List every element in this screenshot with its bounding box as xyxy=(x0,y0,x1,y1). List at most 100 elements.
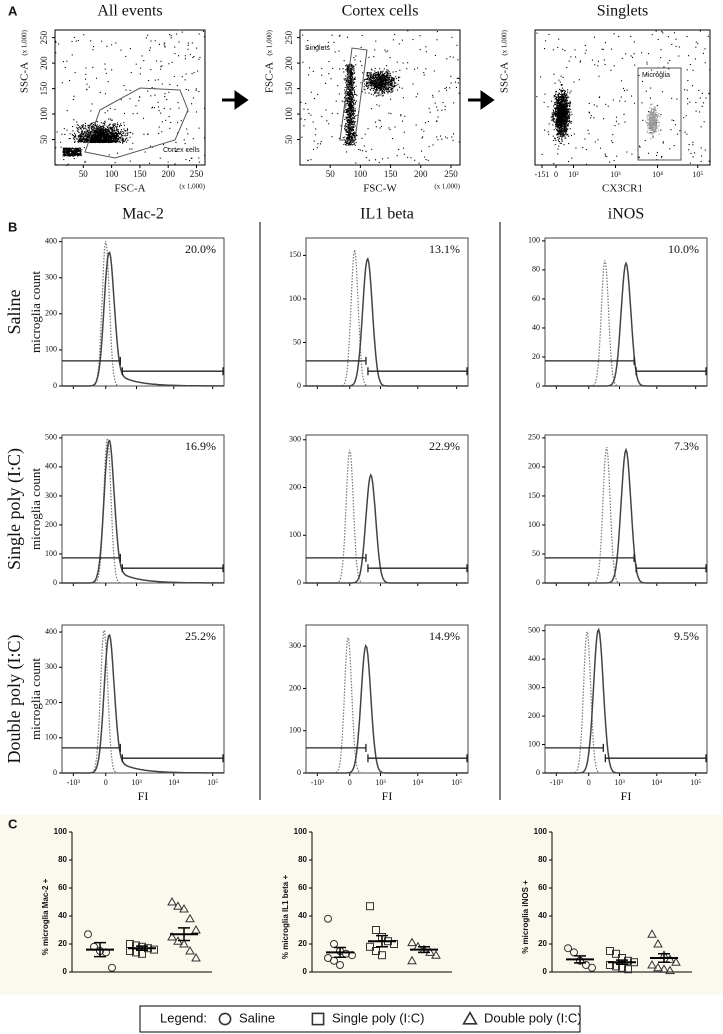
event-dot xyxy=(386,86,388,88)
event-dot xyxy=(88,134,90,136)
event-dot xyxy=(560,129,562,131)
event-dot xyxy=(393,81,395,83)
event-dot xyxy=(108,138,110,140)
event-dot xyxy=(120,129,122,131)
event-dot xyxy=(82,140,84,142)
event-dot xyxy=(424,122,426,124)
event-dot xyxy=(102,125,104,127)
event-dot xyxy=(346,78,348,80)
event-dot xyxy=(96,134,98,136)
event-dot xyxy=(102,132,104,134)
event-dot xyxy=(704,149,706,151)
plot-frame xyxy=(54,29,206,166)
event-dot xyxy=(432,144,434,146)
event-dot xyxy=(557,106,559,108)
event-dot xyxy=(158,106,160,108)
event-dot xyxy=(345,69,347,71)
event-dot xyxy=(568,108,570,110)
event-dot xyxy=(102,140,104,142)
event-dot xyxy=(699,30,701,32)
event-dot xyxy=(390,113,392,115)
event-dot xyxy=(132,142,134,144)
event-dot xyxy=(117,134,119,136)
event-dot xyxy=(618,36,620,38)
event-dot xyxy=(80,153,82,155)
event-dot xyxy=(127,139,129,141)
event-dot xyxy=(97,127,99,129)
event-dot xyxy=(351,98,353,100)
event-dot xyxy=(382,75,384,77)
event-dot xyxy=(116,132,118,134)
event-dot xyxy=(370,74,372,76)
event-dot xyxy=(346,138,348,140)
event-dot xyxy=(107,129,109,131)
event-dot xyxy=(376,74,378,76)
event-dot xyxy=(445,89,447,91)
event-dot xyxy=(300,118,302,120)
event-dot xyxy=(594,64,596,66)
event-dot xyxy=(82,140,84,142)
event-dot xyxy=(569,103,571,105)
event-dot xyxy=(561,130,563,132)
event-dot xyxy=(124,130,126,132)
event-dot xyxy=(684,131,686,133)
event-dot xyxy=(90,137,92,139)
event-dot xyxy=(132,133,134,135)
event-dot xyxy=(79,134,81,136)
event-dot xyxy=(395,76,397,78)
event-dot xyxy=(92,66,94,68)
event-dot xyxy=(88,127,90,129)
event-dot xyxy=(74,132,76,134)
y-axis-label: FSC-A xyxy=(264,62,276,93)
event-dot xyxy=(376,95,378,97)
event-dot xyxy=(99,135,101,137)
event-dot xyxy=(354,72,356,74)
event-dot xyxy=(101,40,103,42)
event-dot xyxy=(348,93,350,95)
event-dot xyxy=(351,87,353,89)
event-dot xyxy=(457,77,459,79)
event-dot xyxy=(553,163,555,165)
event-dot xyxy=(566,118,568,120)
x-tick-label: 10⁵ xyxy=(692,170,703,179)
event-dot xyxy=(559,119,561,121)
event-dot xyxy=(121,137,123,139)
event-dot xyxy=(161,121,163,123)
event-dot xyxy=(385,75,387,77)
event-dot xyxy=(423,72,425,74)
event-dot xyxy=(385,78,387,80)
event-dot xyxy=(83,141,85,143)
event-dot xyxy=(114,134,116,136)
event-dot xyxy=(347,101,349,103)
event-dot xyxy=(346,142,348,144)
event-dot xyxy=(376,90,378,92)
event-dot xyxy=(378,87,380,89)
event-dot xyxy=(106,134,108,136)
event-dot xyxy=(551,114,553,116)
event-dot xyxy=(109,124,111,126)
event-dot xyxy=(95,128,97,130)
event-dot xyxy=(157,101,159,103)
event-dot xyxy=(548,123,550,125)
event-dot xyxy=(94,124,96,126)
event-dot xyxy=(98,130,100,132)
event-dot xyxy=(74,136,76,138)
event-dot xyxy=(83,147,85,149)
event-dot xyxy=(597,139,599,141)
event-dot xyxy=(98,134,100,136)
event-dot xyxy=(67,152,69,154)
event-dot xyxy=(118,136,120,138)
event-dot xyxy=(325,82,327,84)
event-dot xyxy=(68,151,70,153)
event-dot xyxy=(107,110,109,112)
event-dot xyxy=(86,138,88,140)
event-dot xyxy=(177,102,179,104)
event-dot xyxy=(623,90,625,92)
event-dot xyxy=(349,89,351,91)
event-dot xyxy=(79,138,81,140)
event-dot xyxy=(367,73,369,75)
event-dot xyxy=(352,134,354,136)
event-dot xyxy=(384,87,386,89)
event-dot xyxy=(565,90,567,92)
event-dot xyxy=(353,143,355,145)
